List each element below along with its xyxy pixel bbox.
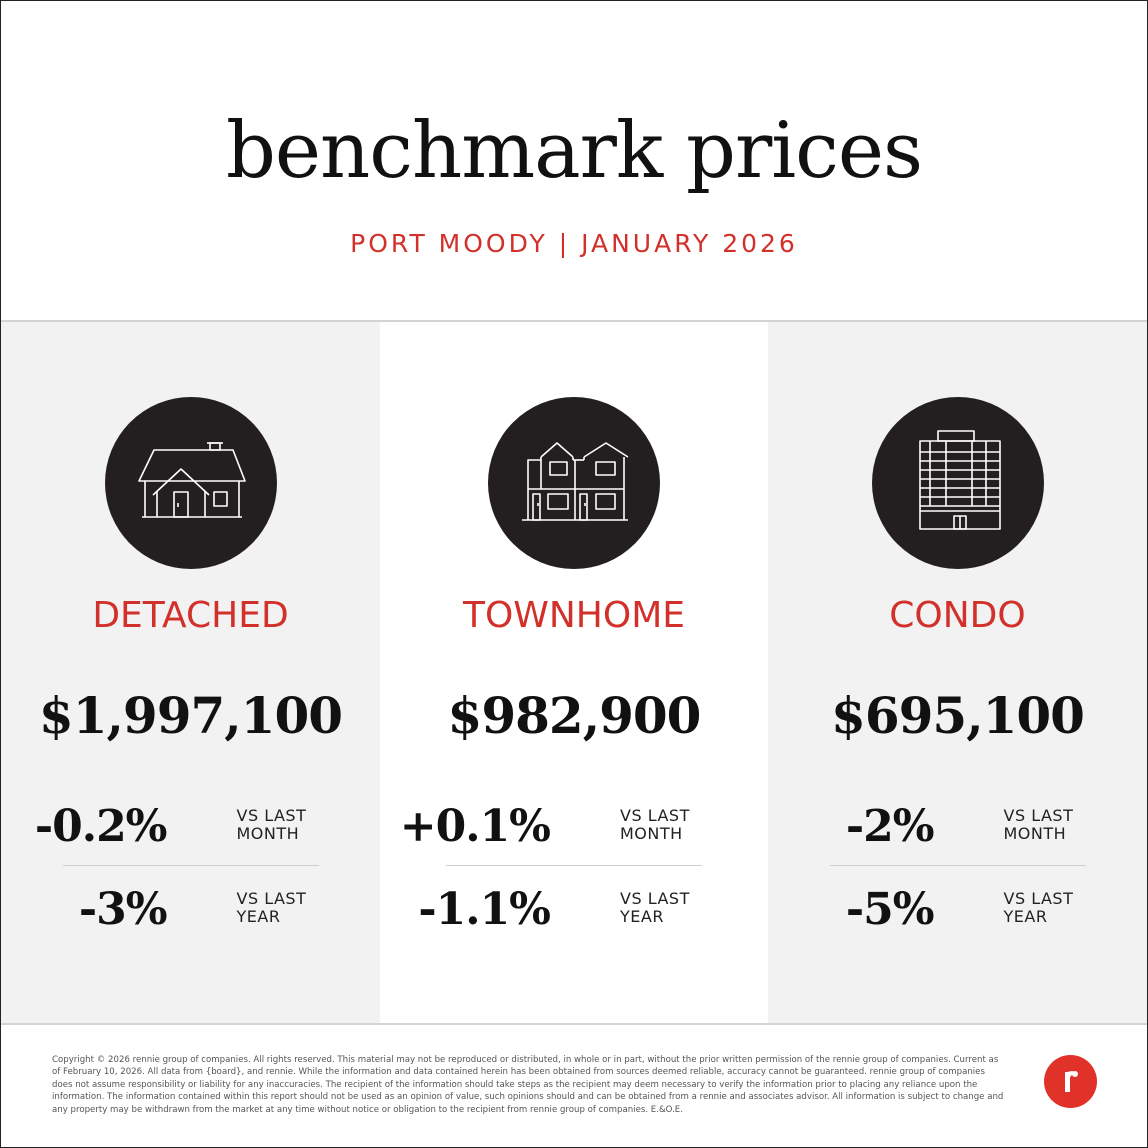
- vs-last-text: VS LAST: [236, 806, 307, 825]
- vs-last-year-label: VS LAST YEAR: [620, 890, 710, 926]
- vs-last-month-change: -2%: [845, 801, 935, 852]
- year-text: YEAR: [1003, 907, 1048, 926]
- townhome-column: TOWNHOME $982,900 +0.1% VS LAST MONTH -1…: [380, 322, 768, 1023]
- vs-last-text: VS LAST: [1003, 806, 1074, 825]
- vs-last-month-change: +0.1%: [399, 801, 551, 852]
- vs-last-month-stat: -0.2% VS LAST MONTH: [1, 797, 380, 857]
- vs-last-year-label: VS LAST YEAR: [237, 890, 327, 926]
- benchmark-price: $982,900: [447, 686, 702, 745]
- vs-last-year-stat: -5% VS LAST YEAR: [768, 880, 1147, 940]
- vs-last-month-stat: +0.1% VS LAST MONTH: [380, 797, 768, 857]
- vs-last-month-stat: -2% VS LAST MONTH: [768, 797, 1147, 857]
- vs-last-year-stat: -1.1% VS LAST YEAR: [380, 880, 768, 940]
- stat-divider: [829, 865, 1086, 866]
- vs-last-text: VS LAST: [620, 806, 690, 825]
- vs-last-text: VS LAST: [236, 889, 307, 908]
- stat-divider: [62, 865, 319, 866]
- property-columns: DETACHED $1,997,100 -0.2% VS LAST MONTH …: [1, 322, 1147, 1025]
- vs-last-month-change: -0.2%: [34, 801, 168, 852]
- month-text: MONTH: [236, 824, 300, 843]
- vs-last-text: VS LAST: [620, 889, 690, 908]
- vs-last-year-change: -3%: [78, 884, 168, 935]
- month-text: MONTH: [1003, 824, 1067, 843]
- stat-divider: [446, 865, 702, 866]
- month-text: MONTH: [620, 824, 683, 843]
- vs-last-year-change: -1.1%: [418, 884, 551, 935]
- townhome-icon: [488, 397, 660, 569]
- year-text: YEAR: [236, 907, 281, 926]
- vs-last-year-stat: -3% VS LAST YEAR: [1, 880, 380, 940]
- detached-column: DETACHED $1,997,100 -0.2% VS LAST MONTH …: [1, 322, 380, 1023]
- property-type-label: CONDO: [889, 595, 1026, 636]
- rennie-logo-icon: [1044, 1055, 1097, 1108]
- vs-last-year-label: VS LAST YEAR: [1004, 890, 1094, 926]
- year-text: YEAR: [620, 907, 664, 926]
- footer-disclaimer: Copyright © 2026 rennie group of compani…: [52, 1055, 1004, 1115]
- page-title: benchmark prices: [225, 106, 923, 196]
- benchmark-price: $1,997,100: [38, 686, 343, 745]
- vs-last-month-label: VS LAST MONTH: [620, 807, 710, 843]
- page-subtitle: PORT MOODY | JANUARY 2026: [350, 229, 798, 258]
- detached-house-icon: [104, 397, 277, 569]
- vs-last-month-label: VS LAST MONTH: [1004, 807, 1094, 843]
- benchmark-price: $695,100: [831, 686, 1085, 745]
- vs-last-text: VS LAST: [1003, 889, 1074, 908]
- property-type-label: TOWNHOME: [462, 595, 686, 636]
- property-type-label: DETACHED: [92, 595, 289, 636]
- vs-last-month-label: VS LAST MONTH: [237, 807, 327, 843]
- condo-building-icon: [871, 397, 1044, 569]
- condo-column: CONDO $695,100 -2% VS LAST MONTH -5% VS …: [768, 322, 1147, 1023]
- header: benchmark prices PORT MOODY | JANUARY 20…: [1, 1, 1147, 322]
- vs-last-year-change: -5%: [845, 884, 935, 935]
